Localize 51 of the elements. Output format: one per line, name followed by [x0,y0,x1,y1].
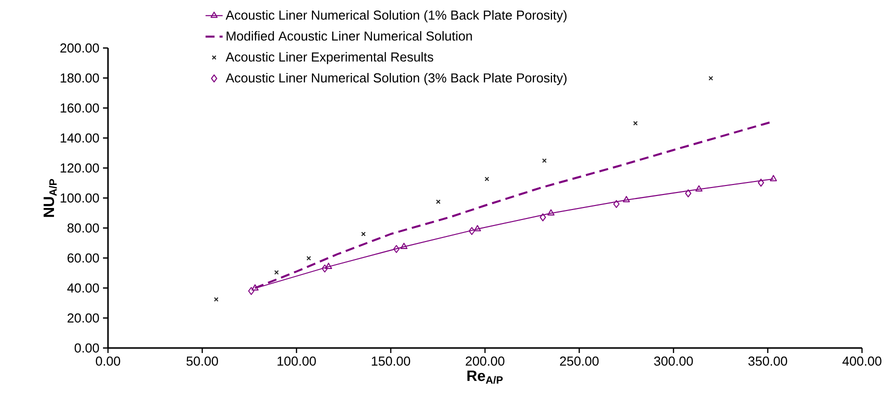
y-tick-label: 40.00 [67,283,99,293]
x-tick-label: 150.00 [372,356,410,366]
point [633,121,638,126]
point [393,245,400,253]
y-tick-label: 140.00 [60,133,99,143]
x-tick-label: 50.00 [186,356,218,366]
y-tick-label: 20.00 [68,313,99,323]
point [685,189,692,198]
x-tick-label: 300.00 [654,356,693,366]
point [361,232,366,236]
legend-label: Acoustic Liner Experimental Results [226,52,434,64]
point [325,262,332,269]
point [252,284,259,291]
legend-label: Acoustic Liner Numerical Solution (1% Back Plate Porosity) [226,10,567,22]
legend-label: Modified Acoustic Liner Numerical Solution [226,31,472,41]
point [274,270,279,275]
x-tick-label: 400.00 [842,356,882,366]
x-tick-label: 250.00 [560,356,599,366]
y-tick-label: 80.00 [68,223,99,233]
point [248,287,254,295]
point [540,213,546,222]
point [770,174,777,182]
point [622,196,630,202]
point [400,242,408,249]
y-tick-label: 0.00 [74,343,99,353]
y-tick-label: 120.00 [60,163,99,173]
point [214,297,218,302]
point [542,158,547,163]
x-tick-label: 200.00 [466,356,504,366]
point [758,178,764,187]
point [306,256,312,261]
y-tick-label: 200.00 [60,43,99,53]
x-tick-label: 100.00 [278,356,316,366]
y-tick-label: 180.00 [60,73,99,83]
legend-label: Acoustic Liner Numerical Solution (3% Back Plate Porosity) [226,72,567,86]
point [613,200,620,208]
y-tick-label: 160.00 [60,103,99,113]
x-axis-title: Re$_{A/P}$ [467,370,503,384]
point [484,176,490,182]
point [468,227,475,235]
point [436,199,441,204]
x-tick-label: 350.00 [748,356,788,366]
point [474,225,481,232]
y-axis-title: NU$_{A/P}$ [44,179,57,217]
y-tick-label: 100.00 [60,193,99,203]
point [708,76,714,81]
x-tick-label: 0.00 [96,356,120,366]
point [695,185,702,192]
point [322,264,328,272]
y-tick-label: 60.00 [68,253,99,263]
point [547,209,555,216]
